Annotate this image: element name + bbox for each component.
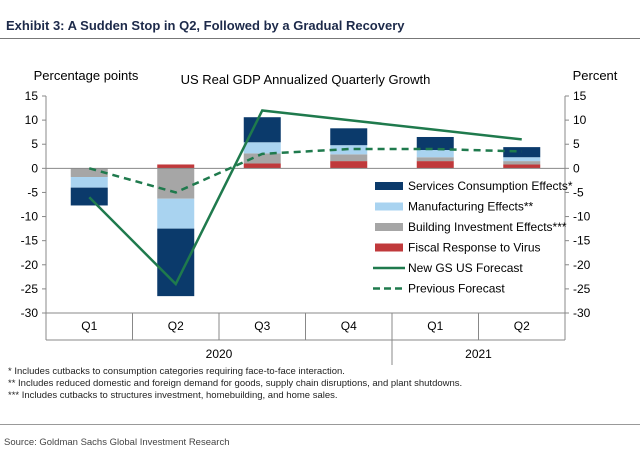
bar-segment [243, 117, 281, 143]
category-label: Q4 [341, 319, 357, 333]
category-label: Q3 [254, 319, 270, 333]
source-divider [0, 424, 640, 425]
legend-swatch [375, 243, 403, 252]
legend-label: Fiscal Response to Virus [408, 241, 541, 255]
year-label: 2020 [206, 347, 233, 361]
legend-label: Previous Forecast [408, 282, 505, 296]
right-tick-label: -20 [573, 258, 591, 272]
legend-label: New GS US Forecast [408, 261, 523, 275]
category-label: Q2 [168, 319, 184, 333]
bar-segment [330, 145, 368, 155]
footnote-3: *** Includes cutbacks to structures inve… [8, 390, 338, 401]
legend-label: Services Consumption Effects* [408, 179, 573, 193]
bar-segment [416, 157, 454, 162]
right-tick-label: -10 [573, 210, 591, 224]
bar-segment [243, 142, 281, 154]
right-tick-label: 0 [573, 161, 580, 175]
bar-segment [243, 163, 281, 169]
bar-segment [330, 128, 368, 146]
category-label: Q1 [81, 319, 97, 333]
left-tick-label: 15 [25, 89, 39, 103]
left-tick-label: 10 [25, 113, 39, 127]
bar-segment [503, 161, 541, 165]
bar-segment [330, 161, 368, 169]
legend-swatch [375, 182, 403, 190]
bar-segment [503, 147, 541, 158]
bar-segment [157, 164, 195, 169]
right-tick-label: -25 [573, 282, 591, 296]
legend-label: Building Investment Effects*** [408, 220, 567, 234]
left-axis-label: Percentage points [34, 68, 139, 83]
title-divider [0, 38, 640, 39]
bar-segment [157, 198, 195, 229]
left-tick-label: -5 [27, 185, 38, 199]
right-tick-label: 15 [573, 89, 587, 103]
bar-segment [70, 187, 108, 206]
bar-segment [70, 168, 108, 178]
right-tick-label: 10 [573, 113, 587, 127]
new-forecast-line [88, 109, 522, 287]
bar-segment [243, 153, 281, 164]
category-label: Q1 [427, 319, 443, 333]
left-tick-label: -25 [21, 282, 39, 296]
year-label: 2021 [465, 347, 492, 361]
gdp-chart: Percentage points Percent US Real GDP Annu… [21, 68, 618, 365]
footnote-2: ** Includes reduced domestic and foreign… [8, 378, 463, 389]
chart-title: US Real GDP Annualized Quarterly Growth [181, 72, 431, 87]
bar-segment [416, 161, 454, 169]
right-axis-label: Percent [573, 68, 618, 83]
bar-segment [503, 157, 541, 162]
left-tick-label: -15 [21, 234, 39, 248]
right-tick-label: -15 [573, 234, 591, 248]
left-tick-label: 0 [31, 161, 38, 175]
legend-label: Manufacturing Effects** [408, 200, 534, 214]
left-tick-label: 5 [31, 137, 38, 151]
bar-segment [503, 164, 541, 169]
right-tick-label: -5 [573, 185, 584, 199]
category-label: Q2 [514, 319, 530, 333]
left-tick-label: -20 [21, 258, 39, 272]
left-tick-label: -30 [21, 306, 39, 320]
footnote-1: * Includes cutbacks to consumption categ… [8, 366, 345, 377]
bar-segment [330, 154, 368, 162]
bar-segment [157, 228, 195, 297]
left-tick-label: -10 [21, 210, 39, 224]
right-tick-label: -30 [573, 306, 591, 320]
exhibit-title: Exhibit 3: A Sudden Stop in Q2, Followed… [6, 18, 405, 33]
bar-segment [70, 177, 108, 188]
right-tick-label: 5 [573, 137, 580, 151]
legend-swatch [375, 223, 403, 231]
legend-swatch [375, 202, 403, 211]
bar-segment [157, 168, 195, 199]
source-note: Source: Goldman Sachs Global Investment … [4, 437, 230, 448]
bar-segment [416, 136, 454, 151]
previous-forecast-line [88, 147, 522, 194]
bar-segment [416, 150, 454, 158]
